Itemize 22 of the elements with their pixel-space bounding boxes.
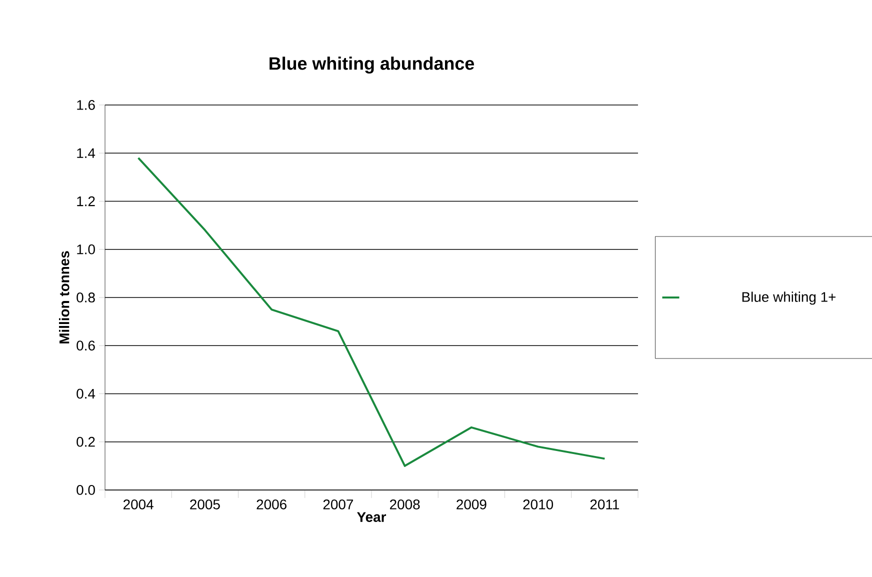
x-tick-label: 2005 [190, 499, 220, 510]
y-tick-label: 0.8 [76, 292, 95, 302]
y-tick-label: 1.6 [77, 100, 95, 110]
chart-title: Blue whiting abundance [270, 56, 474, 74]
y-axis-title: Million tonnes [59, 251, 70, 344]
y-tick-label: 1.4 [77, 148, 96, 158]
y-tick-label: 0.4 [76, 388, 96, 399]
x-tick-label: 2006 [256, 499, 286, 510]
x-tick-label: 2009 [456, 499, 486, 510]
x-tick-label: 2004 [124, 499, 154, 510]
x-axis-title: Year [357, 512, 386, 522]
y-tick-label: 0.2 [76, 436, 95, 447]
x-tick-label: 2011 [590, 499, 620, 510]
y-tick-label: 1.0 [77, 244, 95, 254]
y-tick-label: 0.0 [76, 485, 95, 495]
x-tick-label: 2008 [390, 499, 420, 510]
x-tick-label: 2010 [523, 499, 554, 510]
text: Blue whiting 1+ [742, 292, 836, 305]
line-series [137, 156, 606, 467]
x-tick-label: 2007 [323, 499, 354, 510]
y-tick-label: 0.6 [76, 340, 95, 351]
y-tick-label: 1.2 [77, 196, 95, 206]
